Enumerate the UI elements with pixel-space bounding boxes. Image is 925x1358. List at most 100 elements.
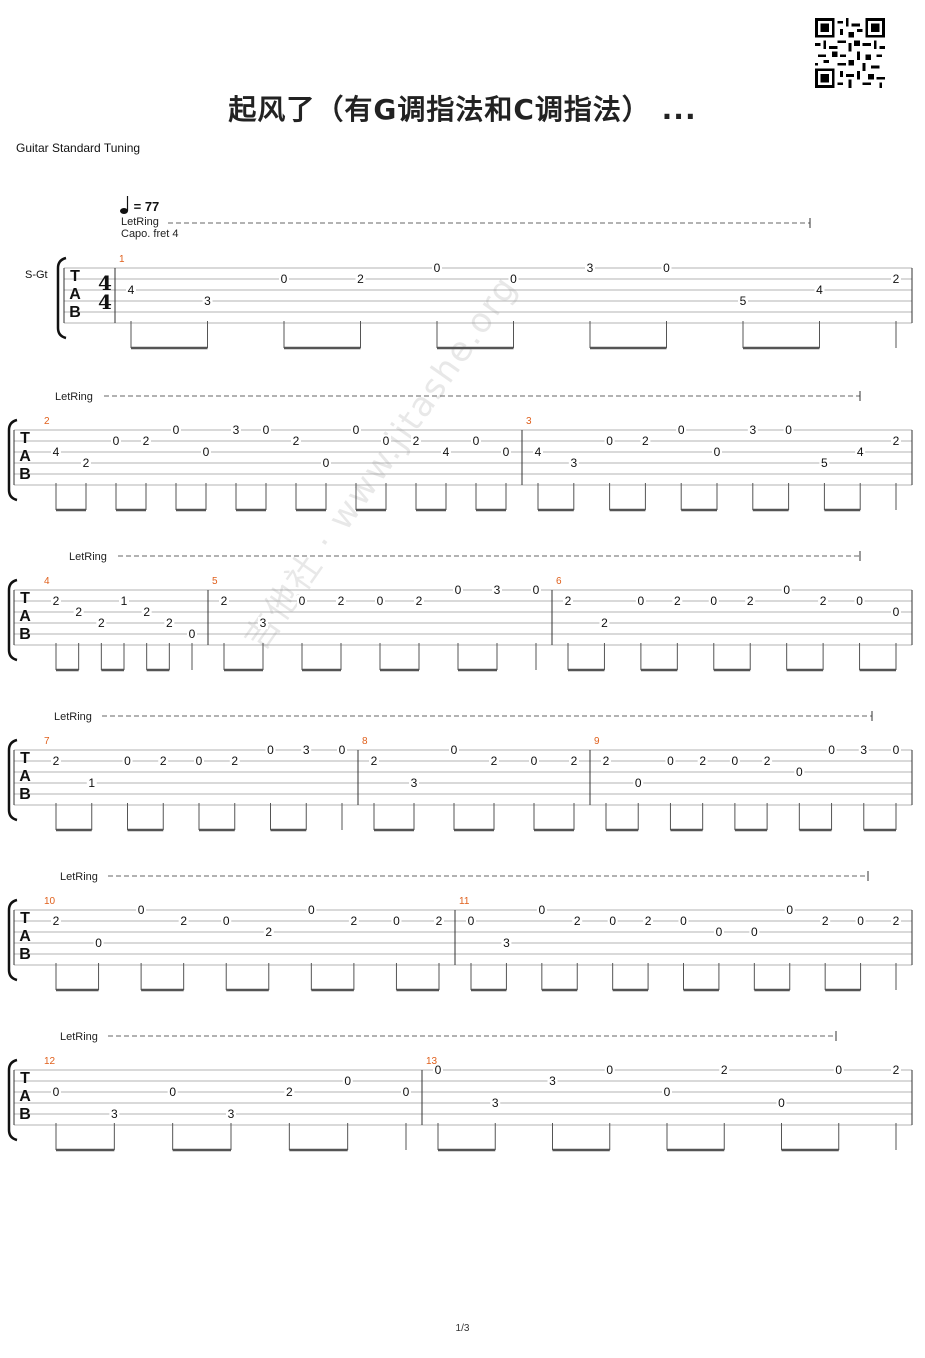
fret-mask — [536, 904, 547, 916]
tab-letter: A — [19, 1088, 31, 1105]
fret-number: 2 — [286, 1085, 293, 1099]
fret-number: 0 — [451, 743, 458, 757]
fret-mask — [158, 755, 169, 767]
fret-mask — [93, 937, 104, 949]
fret-mask — [820, 915, 831, 927]
track-name: S-Gt — [25, 269, 48, 281]
fret-mask — [119, 595, 129, 607]
fret-number: 0 — [173, 423, 180, 437]
fret-number: 3 — [111, 1107, 118, 1121]
fret-mask — [122, 755, 133, 767]
fret-mask — [141, 606, 152, 618]
fret-number: 1 — [88, 776, 95, 790]
fret-number: 0 — [434, 261, 441, 275]
fret-number: 2 — [721, 1063, 728, 1077]
measure-number: 4 — [44, 576, 50, 587]
fret-mask — [891, 744, 901, 756]
fret-number: 0 — [124, 754, 131, 768]
fret-number: 0 — [893, 743, 900, 757]
fret-mask — [719, 1064, 730, 1076]
fret-mask — [489, 755, 499, 767]
fret-number: 4 — [443, 445, 450, 459]
fret-number: 0 — [344, 1074, 351, 1088]
letring-label: LetRing — [55, 391, 93, 403]
fret-number: 2 — [53, 754, 60, 768]
fret-number: 3 — [587, 261, 594, 275]
fret-mask — [783, 424, 794, 436]
fret-mask — [501, 446, 511, 458]
fret-number: 3 — [411, 776, 418, 790]
fret-mask — [855, 446, 866, 458]
qr-code-icon — [815, 18, 885, 88]
fret-mask — [126, 284, 136, 296]
fret-number: 2 — [221, 594, 228, 608]
fret-number: 2 — [413, 434, 420, 448]
fret-number: 3 — [260, 616, 267, 630]
fret-number: 0 — [531, 754, 538, 768]
fret-mask — [342, 1075, 353, 1087]
fret-mask — [819, 457, 830, 469]
fret-mask — [167, 1086, 178, 1098]
tab-letter: B — [19, 1106, 31, 1123]
fret-number: 2 — [574, 914, 581, 928]
fret-mask — [279, 273, 289, 285]
fret-mask — [607, 915, 618, 927]
fret-number: 0 — [716, 925, 723, 939]
fret-mask — [51, 595, 61, 607]
fret-mask — [712, 446, 722, 458]
system-bracket — [56, 256, 67, 340]
fret-number: 2 — [822, 914, 829, 928]
fret-mask — [490, 1097, 501, 1109]
fret-number: 0 — [678, 423, 685, 437]
fret-number: 0 — [710, 594, 717, 608]
fret-number: 3 — [749, 423, 756, 437]
fret-number: 0 — [828, 743, 835, 757]
measure-number: 10 — [44, 896, 56, 907]
fret-mask — [261, 424, 271, 436]
fret-number: 3 — [303, 743, 310, 757]
fret-mask — [141, 435, 151, 447]
fret-number: 0 — [223, 914, 230, 928]
fret-number: 0 — [606, 434, 613, 448]
fret-mask — [833, 1064, 844, 1076]
fret-number: 0 — [680, 914, 687, 928]
fret-mask — [891, 915, 901, 927]
fret-number: 2 — [674, 594, 681, 608]
fret-number: 0 — [533, 583, 540, 597]
fret-mask — [640, 435, 651, 447]
fret-number: 0 — [203, 445, 210, 459]
tab-letter: A — [69, 286, 81, 303]
fret-number: 4 — [857, 445, 864, 459]
measure-number: 13 — [426, 1056, 438, 1067]
fret-number: 0 — [538, 903, 545, 917]
fret-mask — [51, 446, 61, 458]
measure-number: 8 — [362, 736, 368, 747]
fret-mask — [109, 1108, 120, 1120]
fret-mask — [745, 595, 756, 607]
fret-number: 2 — [143, 434, 150, 448]
fret-mask — [171, 424, 181, 436]
fret-mask — [891, 1064, 901, 1076]
fret-mask — [891, 273, 901, 285]
fret-mask — [231, 424, 241, 436]
tab-letter: T — [20, 430, 30, 447]
fret-number: 4 — [53, 445, 60, 459]
fret-number: 0 — [503, 445, 510, 459]
fret-mask — [321, 457, 331, 469]
fret-mask — [434, 915, 444, 927]
fret-mask — [164, 617, 175, 629]
fret-mask — [178, 915, 189, 927]
fret-number: 0 — [510, 272, 517, 286]
fret-mask — [258, 617, 268, 629]
system-bracket — [7, 898, 18, 982]
fret-mask — [492, 584, 502, 596]
fret-mask — [818, 595, 829, 607]
quarter-note-icon — [120, 196, 129, 214]
fret-number: 5 — [821, 456, 828, 470]
fret-number: 2 — [75, 605, 82, 619]
fret-number: 0 — [196, 754, 203, 768]
fret-mask — [291, 435, 301, 447]
